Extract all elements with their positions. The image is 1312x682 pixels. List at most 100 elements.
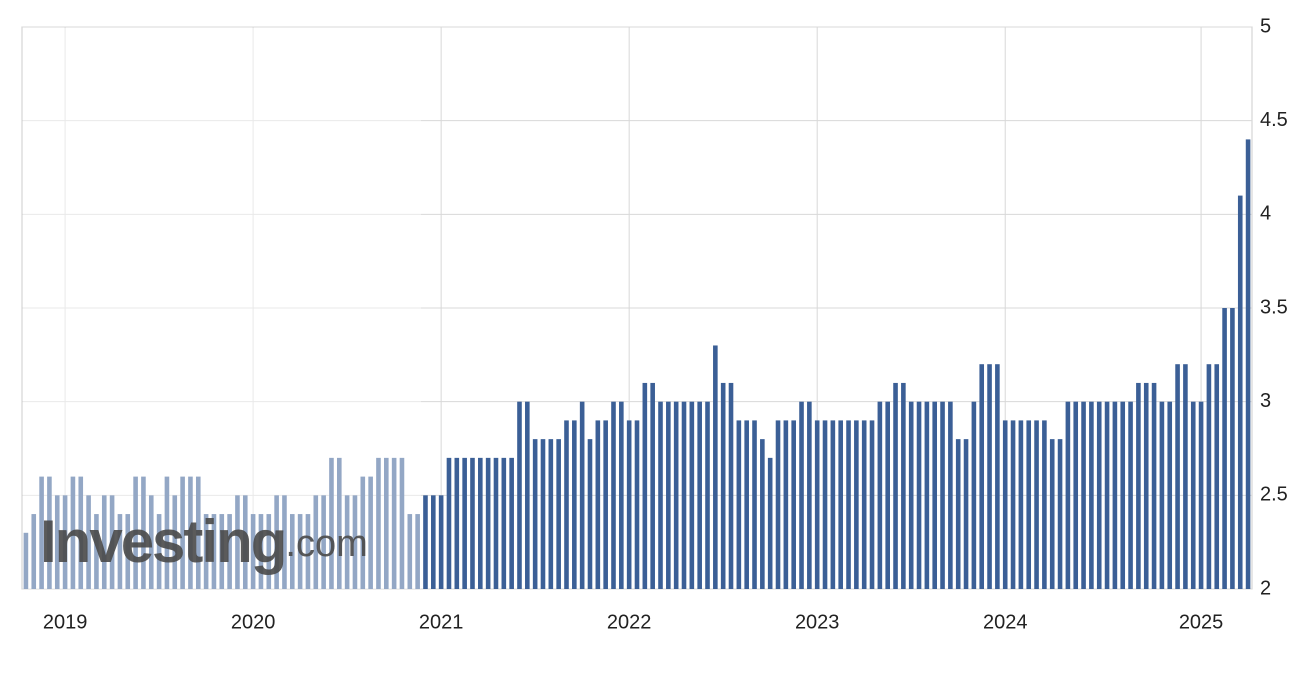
bar [156,514,162,589]
bar [423,495,428,589]
bar [705,401,710,589]
bar [289,514,295,589]
bar [1089,401,1094,589]
bar [336,457,342,589]
bar [360,476,366,589]
bar [1120,401,1126,589]
bar [258,514,264,589]
bar [86,495,91,589]
bar [1245,139,1251,589]
bar [1175,364,1180,589]
bar [666,401,671,589]
y-tick-label: 2 [1260,577,1271,599]
x-tick-label: 2019 [43,611,88,633]
bar [344,495,350,589]
bar [1198,401,1204,589]
y-tick-label: 3.5 [1260,296,1288,318]
x-tick-label: 2021 [419,611,464,633]
y-tick-label: 4 [1260,203,1271,225]
bar [924,401,930,589]
bar [767,457,773,589]
bar [1167,401,1173,589]
bar [1096,401,1102,589]
bar [760,439,765,589]
bar [564,420,569,589]
bar [689,401,695,589]
bar [916,401,922,589]
bar [932,401,938,589]
bar [399,457,405,589]
bar [893,382,898,589]
bar [1190,401,1196,589]
bar [274,495,279,589]
bar [470,457,475,589]
bar [415,514,420,589]
bar [462,457,467,589]
bar [728,382,734,589]
bar [595,420,601,589]
bar [1026,420,1032,589]
bar [532,439,538,589]
watermark: Investing.com [40,508,368,575]
bar [1104,401,1110,589]
bar [987,364,992,589]
bar [454,457,460,589]
bar [313,495,319,589]
bar [854,420,859,589]
bar [1222,308,1227,589]
bar [180,476,185,589]
bar [368,476,373,589]
bar [1065,401,1071,589]
bar [1151,382,1157,589]
y-tick-label: 3 [1260,390,1271,412]
bar [39,476,44,589]
bar [1214,364,1220,589]
bar [775,420,781,589]
bar [1081,401,1086,589]
y-tick-label: 4.5 [1260,109,1288,131]
bar [1057,439,1063,589]
watermark-veil [23,28,421,589]
watermark-suffix: .com [285,523,367,565]
bar [235,495,240,589]
bar [1049,439,1055,589]
bar [807,401,812,589]
bar [391,457,397,589]
bar [603,420,608,589]
bar [1136,382,1141,589]
y-tick-label: 2.5 [1260,484,1288,506]
bar [720,382,726,589]
bar [540,439,546,589]
bar [478,457,483,589]
bar [814,420,820,589]
bar [1143,382,1149,589]
bar [509,457,514,589]
bar [948,401,953,589]
bar [266,514,272,589]
bar [877,401,883,589]
bar [125,514,131,589]
bar [383,457,389,589]
bar [1112,401,1118,589]
bar [681,401,687,589]
bar [446,457,452,589]
bar [47,476,52,589]
bar [227,514,232,589]
bar [242,495,248,589]
bar [1183,364,1188,589]
bar [62,495,68,589]
bar [642,382,648,589]
bar [736,420,742,589]
bar [164,476,170,589]
bar [658,401,663,589]
bar [501,457,507,589]
bar [117,514,123,589]
bar [869,420,875,589]
bar [211,514,217,589]
bar [940,401,945,589]
bar [634,420,640,589]
bar [376,457,381,589]
bar [141,476,146,589]
y-tick-label: 5 [1260,15,1271,37]
bar [31,514,37,589]
